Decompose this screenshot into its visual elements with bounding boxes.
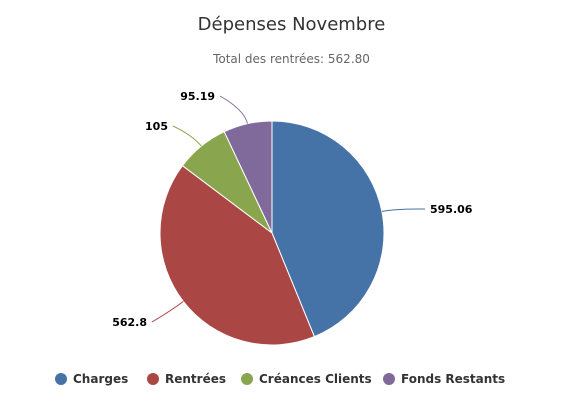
data-label-charges: 595.06 xyxy=(430,203,473,216)
legend: Charges Rentrées Créances Clients Fonds … xyxy=(0,372,583,392)
legend-item-rentrees[interactable]: Rentrées xyxy=(147,372,226,386)
connector-creances-clients xyxy=(172,125,202,147)
connector-fonds-restants xyxy=(219,95,248,124)
data-label-creances-clients: 105 xyxy=(145,120,168,133)
legend-marker-rentrees xyxy=(147,373,159,385)
pie-slice-charges[interactable] xyxy=(271,120,385,338)
legend-marker-fonds-restants xyxy=(383,373,395,385)
legend-item-creances-clients[interactable]: Créances Clients xyxy=(241,372,372,386)
legend-marker-charges xyxy=(55,373,67,385)
pie-chart: 595.06 562.8 105 95.19 xyxy=(112,90,473,346)
connector-charges xyxy=(381,208,426,212)
data-label-rentrees: 562.8 xyxy=(112,316,147,329)
chart-subtitle: Total des rentrées: 562.80 xyxy=(213,52,370,66)
legend-label-fonds-restants: Fonds Restants xyxy=(401,372,506,386)
chart-title: Dépenses Novembre xyxy=(197,14,386,35)
connector-rentrees xyxy=(151,301,184,323)
legend-label-creances-clients: Créances Clients xyxy=(259,372,372,386)
legend-label-rentrees: Rentrées xyxy=(165,372,226,386)
legend-item-charges[interactable]: Charges xyxy=(55,372,128,386)
data-label-fonds-restants: 95.19 xyxy=(180,90,215,103)
pie-slice-fonds-restants[interactable] xyxy=(223,120,273,234)
legend-marker-creances-clients xyxy=(241,373,253,385)
legend-label-charges: Charges xyxy=(73,372,129,386)
pie-slice-rentrees[interactable] xyxy=(159,164,316,346)
legend-item-fonds-restants[interactable]: Fonds Restants xyxy=(383,372,505,386)
